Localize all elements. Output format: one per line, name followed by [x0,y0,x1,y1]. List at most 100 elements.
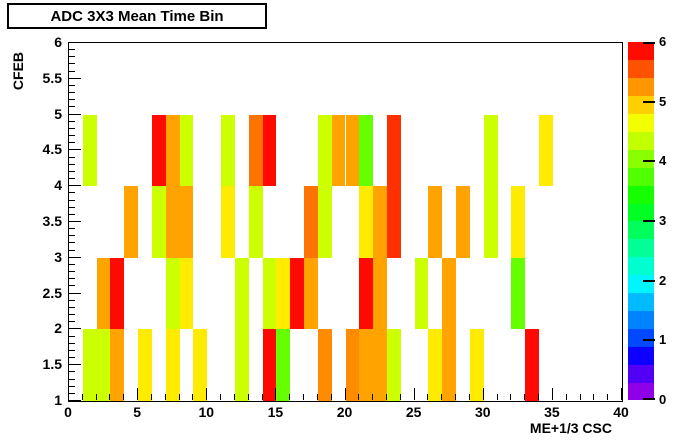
heatmap-cell [151,186,166,258]
heatmap-cell [511,257,526,330]
heatmap-cell [262,257,277,330]
x-axis-tick [206,388,208,400]
y-axis-tick [69,242,75,244]
y-axis-tick [69,263,75,265]
x-axis-tick [565,394,567,400]
colorbar-band [628,256,654,276]
heatmap-cell [317,114,332,187]
heatmap-cell [276,257,291,330]
heatmap-cell [359,186,374,258]
x-axis-tick [220,394,222,400]
heatmap-cell [221,114,235,187]
heatmap-cell [248,114,263,187]
y-axis-tick-label: 5.5 [42,69,62,86]
x-axis-tick [358,394,360,400]
y-axis-tick [69,321,75,323]
heatmap-cell [110,257,125,330]
heatmap-cell [179,114,194,187]
y-axis-tick [69,271,75,273]
heatmap-cell [442,257,457,330]
x-axis-tick-label: 40 [613,404,629,420]
y-axis-tick [69,371,75,373]
x-axis-tick [413,388,415,400]
y-axis-tick [69,400,81,401]
y-axis-tick [69,70,75,72]
y-axis-tick [69,56,75,58]
colorbar-tick-label: 5 [659,93,667,109]
heatmap-cell [359,329,374,401]
heatmap-cell [345,114,360,187]
x-axis-tick [247,394,249,400]
heatmap-cell [386,329,401,401]
x-axis-tick-label: 5 [133,404,142,420]
colorbar-band [628,274,654,294]
x-axis-tick-label: 30 [474,404,491,420]
heatmap-cell [262,114,277,187]
y-axis-tick [69,228,75,230]
histogram-title: ADC 3X3 Mean Time Bin [50,7,224,25]
y-axis-tick [69,299,75,301]
y-axis-tick [69,178,75,180]
x-axis-tick [399,394,401,400]
y-axis-tick-label: 3 [54,248,62,265]
x-axis-tick [593,394,595,400]
colorbar-tick-label: 4 [659,153,667,169]
y-axis-tick [69,342,75,344]
x-axis-tick [178,394,180,400]
x-axis-title: ME+1/3 CSC [529,420,612,436]
histogram-title-box: ADC 3X3 Mean Time Bin [7,3,267,29]
y-axis-tick [69,357,75,359]
x-axis-tick [81,394,83,400]
heatmap-cell [290,257,304,330]
y-axis-tick [69,120,75,122]
colorbar-tick-label: 3 [659,213,667,228]
y-axis-tick [69,364,81,366]
y-axis-tick [69,256,81,258]
colorbar-tick [643,100,655,103]
y-axis-tick [69,163,75,165]
heatmap-cell [525,329,540,401]
heatmap-cell [276,329,291,401]
x-axis-tick [233,394,235,400]
y-axis-tick [69,156,75,158]
heatmap-cell [331,114,346,187]
y-axis-tick-label: 3.5 [42,213,62,229]
heatmap-cell [386,186,401,258]
colorbar-tick-label: 0 [659,392,667,407]
heatmap-cell [345,329,360,401]
x-axis-tick-label: 10 [198,404,215,420]
heatmap-cell [539,114,553,187]
x-axis-tick [538,394,540,400]
y-axis-tick [69,149,81,151]
y-axis-tick [69,278,75,280]
x-axis-tick [551,388,553,400]
x-axis-tick [192,394,194,400]
colorbar-band [628,185,654,204]
heatmap-cell [428,186,443,258]
heatmap-cell [359,257,374,330]
heatmap-cell [373,186,387,258]
colorbar-band [628,203,654,222]
x-axis-tick [330,394,332,400]
heatmap-cell [414,257,429,330]
y-axis-tick [69,221,81,222]
x-axis-tick [579,394,581,400]
colorbar-band [628,310,654,329]
y-axis-tick-label: 4 [54,177,62,194]
colorbar-band [628,113,654,132]
colorbar-tick [643,398,655,400]
heatmap-cell [483,114,498,187]
heatmap-cell [234,257,249,330]
y-axis-tick [69,285,75,287]
x-axis-tick [510,394,512,400]
heatmap-cell [483,186,498,258]
heatmap-cell [179,257,194,330]
x-axis-tick [303,394,305,400]
x-axis-tick [607,394,609,400]
y-axis-tick [69,99,75,101]
colorbar-band [628,328,654,347]
y-axis-tick-label: 6 [54,34,62,50]
heatmap-cell [262,329,277,401]
heatmap-cell [317,186,332,258]
y-axis-tick [69,199,75,201]
